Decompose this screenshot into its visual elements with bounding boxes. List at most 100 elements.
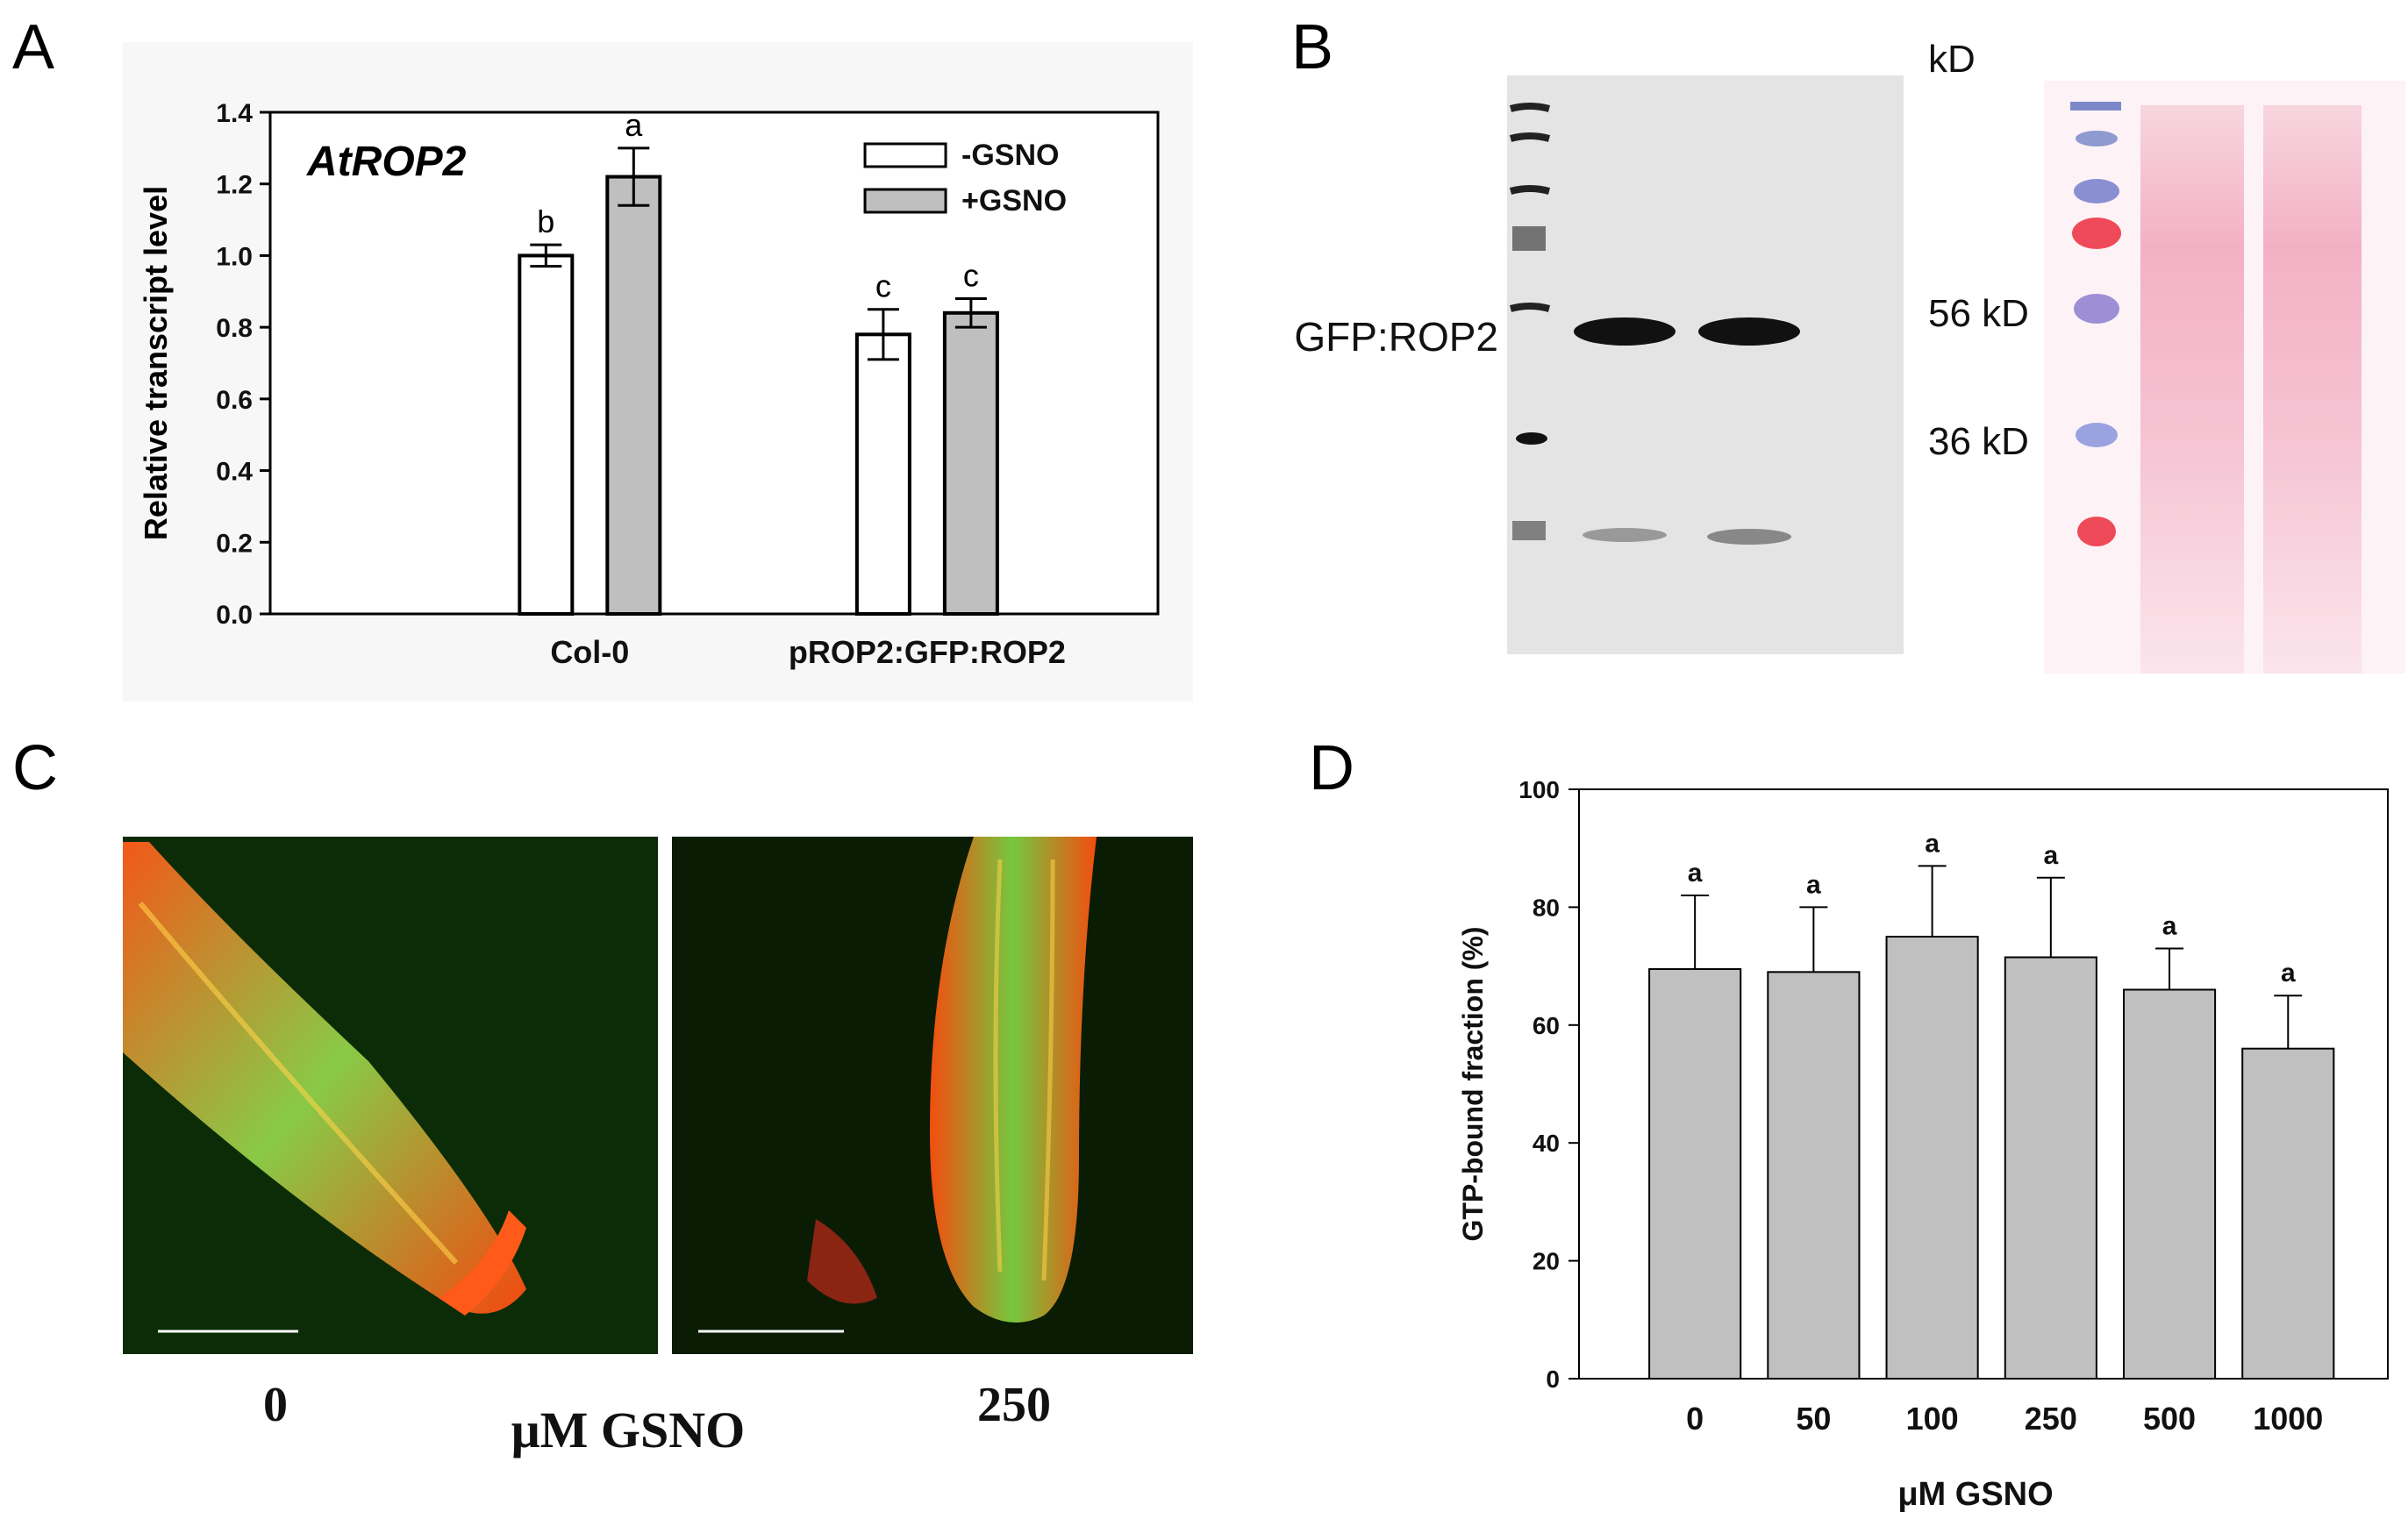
root-cell-file xyxy=(993,859,1003,1273)
legend-swatch xyxy=(863,142,947,168)
x-category-label: 100 xyxy=(1906,1401,1959,1437)
root-cell-file xyxy=(1041,859,1055,1281)
blot-band-label: GFP:ROP2 xyxy=(1294,314,1498,360)
legend-swatch xyxy=(863,188,947,214)
chart-d-x-axis-label: μM GSNO xyxy=(1897,1476,2053,1513)
ladder-band xyxy=(1509,303,1551,312)
significance-letter: a xyxy=(1806,870,1821,899)
bar xyxy=(854,332,911,616)
chart-d-y-ticks: 0 20 40 60 80 100 xyxy=(1518,776,1579,1393)
y-tick-label: 0.6 xyxy=(216,386,253,415)
chart-d-y-axis-label: GTP-bound fraction (%) xyxy=(1457,926,1489,1241)
legend-label: +GSNO xyxy=(961,184,1067,217)
significance-letter: b xyxy=(537,203,554,239)
x-category-label: 50 xyxy=(1796,1401,1831,1437)
micrograph-label-250: 250 xyxy=(977,1378,1051,1432)
significance-letter: a xyxy=(2043,841,2058,870)
y-tick-label: 1.2 xyxy=(216,171,253,200)
ladder-band xyxy=(1512,521,1546,540)
chart-a-plot-area xyxy=(268,111,1160,616)
root-cap-flap xyxy=(439,1210,526,1316)
stain-ladder-band xyxy=(2076,423,2118,447)
chart-a-legend: -GSNO +GSNO xyxy=(863,139,1067,217)
chart-a-title: AtROP2 xyxy=(306,139,467,185)
stain-ladder xyxy=(2070,102,2121,546)
panel-letter-b: B xyxy=(1291,12,1333,82)
micrograph-axis-label: μM GSNO xyxy=(511,1401,746,1458)
x-category-label: 250 xyxy=(2025,1401,2077,1437)
chart-d: GTP-bound fraction (%) μM GSNO 0 20 40 60 80… xyxy=(1457,776,2389,1513)
x-category-label: 0 xyxy=(1686,1401,1704,1437)
western-blot: GFP:ROP2 xyxy=(1294,75,1904,654)
chart-a: AtROP2 Relative transcript level 0.0 0.2 0… xyxy=(123,42,1193,702)
x-category-label: pROP2:GFP:ROP2 xyxy=(789,634,1066,670)
y-tick-label: 80 xyxy=(1533,894,1560,921)
ladder-band xyxy=(1516,432,1547,445)
significance-letter: a xyxy=(625,107,643,143)
ladder-band xyxy=(1509,185,1551,195)
blot-membrane xyxy=(1507,75,1904,654)
bar xyxy=(1885,936,1979,1380)
y-tick-label: 0.4 xyxy=(216,458,253,487)
x-category-label: 500 xyxy=(2143,1401,2196,1437)
faint-band-lane-1 xyxy=(1583,528,1667,542)
chart-a-bars: b a c c xyxy=(518,107,999,617)
significance-letter: c xyxy=(875,268,891,304)
legend-label: -GSNO xyxy=(961,139,1059,172)
marker-labels: kD 56 kD 36 kD xyxy=(1928,38,2029,463)
significance-letter: a xyxy=(1925,829,1940,858)
ladder-band xyxy=(1512,226,1546,251)
kd-unit-label: kD xyxy=(1928,38,1976,81)
y-tick-label: 1.0 xyxy=(216,242,253,271)
marker-36kd-label: 36 kD xyxy=(1928,420,2029,463)
panel-letter-d: D xyxy=(1309,733,1354,803)
bar xyxy=(942,310,999,616)
root-cell-file xyxy=(138,902,459,1266)
blot-ladder xyxy=(1509,103,1551,540)
y-tick-label: 60 xyxy=(1533,1012,1560,1039)
bar xyxy=(2241,1047,2335,1380)
debris xyxy=(807,1219,877,1304)
faint-band-lane-2 xyxy=(1707,529,1791,545)
x-category-label: 1000 xyxy=(2253,1401,2323,1437)
micrograph-treated xyxy=(672,837,1193,1354)
micrograph-label-0: 0 xyxy=(263,1378,288,1432)
significance-letter: a xyxy=(1688,859,1703,888)
bar xyxy=(605,175,662,617)
significance-letter: a xyxy=(2281,959,2296,988)
stain-ladder-band xyxy=(2072,217,2121,249)
root-tissue xyxy=(930,837,1097,1323)
ponceau-stain xyxy=(2044,81,2405,674)
x-category-label: Col-0 xyxy=(550,634,629,670)
ladder-band xyxy=(1509,132,1551,142)
stain-ladder-band xyxy=(2070,102,2121,111)
panel-letter-c: C xyxy=(12,733,58,803)
panel-letter-a: A xyxy=(12,12,54,82)
stain-ladder-band xyxy=(2074,179,2119,203)
y-tick-label: 0.0 xyxy=(216,601,253,630)
bar xyxy=(1648,967,1742,1380)
bar xyxy=(2122,988,2217,1380)
significance-letter: c xyxy=(963,257,979,293)
marker-56kd-label: 56 kD xyxy=(1928,292,2029,335)
y-tick-label: 40 xyxy=(1533,1130,1560,1157)
root-tissue xyxy=(123,842,526,1314)
bar xyxy=(2004,956,2097,1380)
bar xyxy=(1767,971,1861,1380)
y-tick-label: 0.2 xyxy=(216,529,253,558)
stain-ladder-band xyxy=(2077,517,2116,546)
stain-ladder-band xyxy=(2076,131,2118,146)
ladder-band xyxy=(1509,103,1551,112)
stain-lane-2 xyxy=(2263,105,2362,674)
significance-letter: a xyxy=(2162,911,2177,940)
chart-a-x-labels: Col-0 pROP2:GFP:ROP2 xyxy=(550,634,1066,670)
chart-d-x-labels: 0 50 100 250 500 1000 xyxy=(1686,1401,2323,1437)
y-tick-label: 20 xyxy=(1533,1248,1560,1275)
chart-a-y-axis-label: Relative transcript level xyxy=(138,186,174,540)
y-tick-label: 0 xyxy=(1546,1366,1560,1393)
y-tick-label: 1.4 xyxy=(216,99,253,128)
gfp-rop2-band-lane-2 xyxy=(1698,317,1800,346)
gfp-rop2-band-lane-1 xyxy=(1574,317,1676,346)
chart-a-y-ticks: 0.0 0.2 0.4 0.6 0.8 1.0 1.2 1.4 xyxy=(216,99,270,630)
y-tick-label: 100 xyxy=(1518,776,1560,803)
